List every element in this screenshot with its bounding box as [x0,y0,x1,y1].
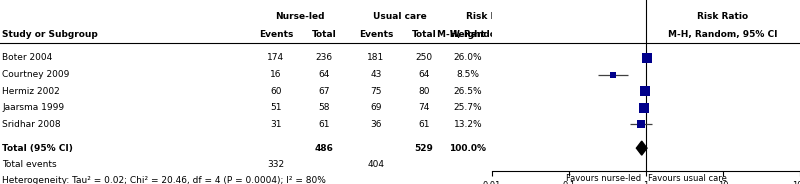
Text: 486: 486 [314,144,334,153]
Text: Favours usual care: Favours usual care [649,174,727,183]
Text: 36: 36 [370,120,382,129]
Point [638,106,650,109]
Text: 67: 67 [318,87,330,95]
Text: 80: 80 [418,87,430,95]
Text: 0.88 [0.75, 1.03]: 0.88 [0.75, 1.03] [493,144,577,153]
Point [640,56,653,59]
Text: 60: 60 [270,87,282,95]
Text: 61: 61 [318,120,330,129]
Text: M-H, Random, 95% CI: M-H, Random, 95% CI [438,31,546,39]
Text: Total: Total [312,31,336,39]
Text: 332: 332 [267,160,285,169]
Text: 100.0%: 100.0% [450,144,486,153]
Text: 25.7%: 25.7% [454,103,482,112]
Text: Courtney 2009: Courtney 2009 [2,70,70,79]
Text: 64: 64 [318,70,330,79]
Text: Events: Events [259,31,293,39]
Text: Heterogeneity: Tau² = 0.02; Chi² = 20.46, df = 4 (P = 0.0004); I² = 80%: Heterogeneity: Tau² = 0.02; Chi² = 20.46… [2,176,326,184]
Text: 0.96 [0.86, 1.06]: 0.96 [0.86, 1.06] [493,87,569,95]
Point [634,123,647,126]
Text: 1.02 [0.91, 1.13]: 1.02 [0.91, 1.13] [493,54,569,62]
Text: Hermiz 2002: Hermiz 2002 [2,87,60,95]
Text: Total events: Total events [2,160,57,169]
Text: Usual care: Usual care [373,12,427,21]
Text: 0.94 [0.84, 1.06]: 0.94 [0.84, 1.06] [493,103,569,112]
Text: 0.37 [0.24, 0.59]: 0.37 [0.24, 0.59] [493,70,569,79]
Text: 0.86 [0.62, 1.19]: 0.86 [0.62, 1.19] [493,120,569,129]
Text: Events: Events [359,31,393,39]
Text: 404: 404 [367,160,385,169]
Text: Total: Total [412,31,436,39]
Text: 236: 236 [315,54,333,62]
Text: Nurse-led: Nurse-led [275,12,325,21]
Text: 174: 174 [267,54,285,62]
Text: 43: 43 [370,70,382,79]
Text: Study or Subgroup: Study or Subgroup [2,31,98,39]
Text: 69: 69 [370,103,382,112]
Text: 64: 64 [418,70,430,79]
Text: 31: 31 [270,120,282,129]
Text: 58: 58 [318,103,330,112]
Text: 51: 51 [270,103,282,112]
Text: 61: 61 [418,120,430,129]
Text: 26.5%: 26.5% [454,87,482,95]
Point [638,90,651,93]
Text: 26.0%: 26.0% [454,54,482,62]
Text: 74: 74 [418,103,430,112]
Text: 16: 16 [270,70,282,79]
Text: Jaarsma 1999: Jaarsma 1999 [2,103,65,112]
Text: 8.5%: 8.5% [457,70,479,79]
Text: Weight: Weight [450,31,486,39]
Text: Risk Ratio: Risk Ratio [698,12,749,21]
Text: 529: 529 [414,144,434,153]
Text: 181: 181 [367,54,385,62]
Polygon shape [636,141,647,155]
Text: Total (95% CI): Total (95% CI) [2,144,74,153]
Point [606,73,619,76]
Text: Sridhar 2008: Sridhar 2008 [2,120,61,129]
Text: Favours nurse-led: Favours nurse-led [566,174,641,183]
Text: 250: 250 [415,54,433,62]
Text: 75: 75 [370,87,382,95]
Text: M-H, Random, 95% CI: M-H, Random, 95% CI [668,31,778,39]
Text: Boter 2004: Boter 2004 [2,54,53,62]
Text: Risk Ratio: Risk Ratio [466,12,518,21]
Text: 13.2%: 13.2% [454,120,482,129]
